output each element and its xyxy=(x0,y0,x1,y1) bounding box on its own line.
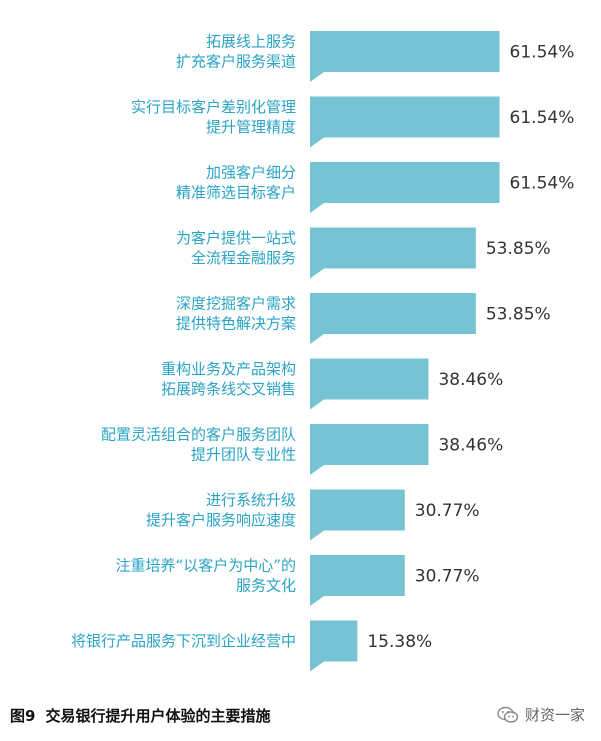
figure-title: 交易银行提升用户体验的主要措施 xyxy=(45,707,271,725)
value-label-1: 61.54% xyxy=(510,43,575,63)
category-label-9-line-1: 注重培养“以客户为中心”的 xyxy=(115,557,296,575)
category-label-7-line-1: 配置灵活组合的客户服务团队 xyxy=(101,426,296,444)
bar-tail-10 xyxy=(310,661,324,672)
value-label-7: 38.46% xyxy=(438,436,503,456)
value-label-4: 53.85% xyxy=(486,239,551,259)
bar-10 xyxy=(310,620,358,662)
category-label-9-line-2: 服务文化 xyxy=(236,577,296,595)
value-label-2: 61.54% xyxy=(510,108,575,128)
bar-7 xyxy=(310,424,429,465)
bar-tail-1 xyxy=(310,72,324,82)
bar-tail-6 xyxy=(310,399,324,410)
watermark-text: 财资一家 xyxy=(524,706,585,724)
watermark: 财资一家 xyxy=(497,704,585,725)
bar-1 xyxy=(310,31,500,72)
value-label-6: 38.46% xyxy=(438,370,503,390)
bar-tail-5 xyxy=(310,334,324,344)
value-label-8: 30.77% xyxy=(415,501,480,521)
category-label-10-line-1: 将银行产品服务下沉到企业经营中 xyxy=(71,632,296,650)
bar-tail-4 xyxy=(310,268,324,279)
category-label-6-line-2: 拓展跨条线交叉销售 xyxy=(161,380,296,398)
category-label-7-line-2: 提升团队专业性 xyxy=(191,446,296,464)
value-label-9: 30.77% xyxy=(415,567,480,587)
category-label-6-line-1: 重构业务及产品架构 xyxy=(161,360,296,378)
wechat-icon xyxy=(497,706,519,723)
category-label-4-line-1: 为客户提供一站式 xyxy=(176,229,296,247)
bar-tail-3 xyxy=(310,203,324,213)
category-label-1-line-1: 拓展线上服务 xyxy=(206,33,296,51)
category-label-3-line-1: 加强客户细分 xyxy=(206,164,296,182)
bar-6 xyxy=(310,358,429,400)
bar-3 xyxy=(310,162,500,203)
bar-5 xyxy=(310,293,476,334)
value-label-5: 53.85% xyxy=(486,305,551,325)
category-label-1-line-2: 扩充客户服务渠道 xyxy=(176,53,296,71)
category-label-4-line-2: 全流程金融服务 xyxy=(191,249,296,267)
category-label-2-line-1: 实行目标客户差别化管理 xyxy=(131,98,296,116)
value-label-10: 15.38% xyxy=(367,632,432,652)
bar-tail-7 xyxy=(310,465,324,475)
category-label-2-line-2: 提升管理精度 xyxy=(206,118,296,136)
bar-tail-8 xyxy=(310,530,324,541)
value-label-3: 61.54% xyxy=(510,174,575,194)
bar-tail-2 xyxy=(310,137,324,148)
figure-number: 图9 xyxy=(10,707,36,725)
category-label-8-line-2: 提升客户服务响应速度 xyxy=(146,511,296,529)
bar-2 xyxy=(310,96,500,138)
bar-tail-9 xyxy=(310,596,324,606)
category-label-3-line-2: 精准筛选目标客户 xyxy=(176,184,296,202)
category-label-5-line-1: 深度挖掘客户需求 xyxy=(176,295,296,313)
bar-4 xyxy=(310,227,476,269)
bar-8 xyxy=(310,489,405,531)
bar-9 xyxy=(310,555,405,596)
category-label-5-line-2: 提供特色解决方案 xyxy=(176,315,296,333)
figure-caption: 图9 交易银行提升用户体验的主要措施 xyxy=(10,705,270,726)
category-label-8-line-1: 进行系统升级 xyxy=(206,491,296,509)
